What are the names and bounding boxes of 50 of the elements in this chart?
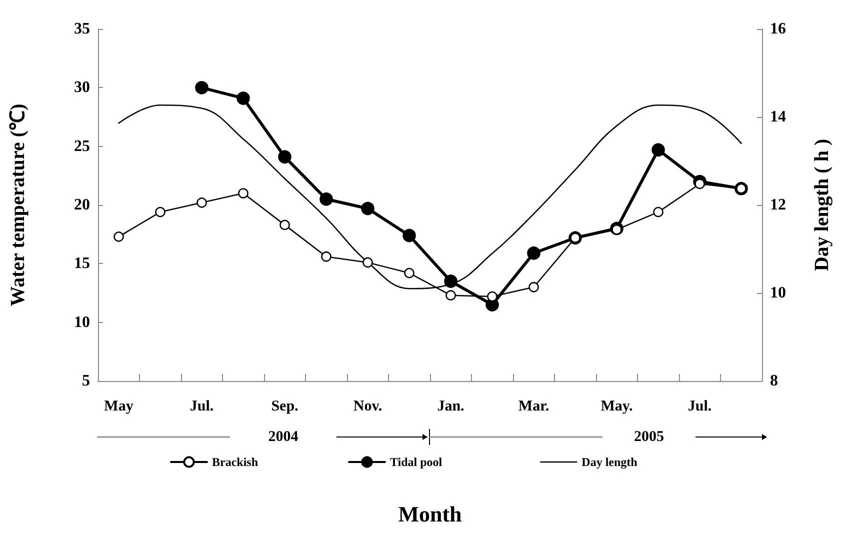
x-axis-title: Month	[398, 502, 462, 526]
x-tick-label: Nov.	[353, 398, 382, 414]
x-tick-label: May.	[600, 398, 634, 414]
y-tick-label: 25	[74, 138, 90, 155]
point	[528, 282, 539, 292]
y-tick-label: 5	[82, 372, 90, 390]
y2-tick-label: 10	[770, 284, 786, 302]
y-axis-title: Water temperature (℃)	[7, 104, 29, 306]
x-tick-label: Jan.	[437, 398, 465, 414]
y-tick-label: 10	[74, 314, 90, 331]
x-tick-label: Sep.	[271, 398, 299, 414]
point	[114, 232, 124, 242]
point	[653, 206, 664, 218]
point	[652, 143, 665, 156]
y2-tick-label: 14	[770, 108, 786, 126]
y-tick-label: 30	[74, 79, 90, 96]
text: 2005	[634, 429, 664, 445]
point	[527, 246, 540, 260]
point	[195, 81, 208, 94]
x-tick-label: Mar.	[518, 398, 550, 414]
y-tick-label: 15	[74, 255, 90, 272]
point	[280, 220, 290, 230]
y2-tick-label: 12	[770, 196, 786, 214]
text: 2004	[268, 429, 299, 445]
point	[694, 178, 705, 190]
y2-tick-label: 16	[770, 20, 786, 38]
point	[238, 188, 248, 198]
point	[402, 228, 416, 242]
point	[236, 92, 250, 105]
y2-tick-label: 8	[770, 372, 778, 390]
point	[361, 202, 374, 216]
point	[444, 274, 458, 288]
y-tick-label: 35	[74, 20, 90, 38]
point	[155, 206, 166, 218]
point	[446, 290, 456, 300]
y2-axis-title: Day length ( h )	[811, 138, 833, 272]
x-tick-label: May	[104, 398, 134, 414]
legend-label: Tidal pool	[390, 455, 443, 469]
point	[404, 268, 414, 278]
point	[196, 198, 207, 208]
point	[612, 224, 622, 235]
point	[487, 291, 498, 302]
point	[321, 251, 332, 262]
x-tick-label: Jul.	[190, 398, 214, 414]
y-tick-label: 20	[74, 196, 90, 214]
point	[278, 150, 292, 164]
point	[320, 192, 333, 206]
legend-label: Day length	[582, 455, 638, 469]
x-tick-label: Jul.	[688, 398, 712, 414]
legend-label: Brackish	[212, 455, 258, 469]
